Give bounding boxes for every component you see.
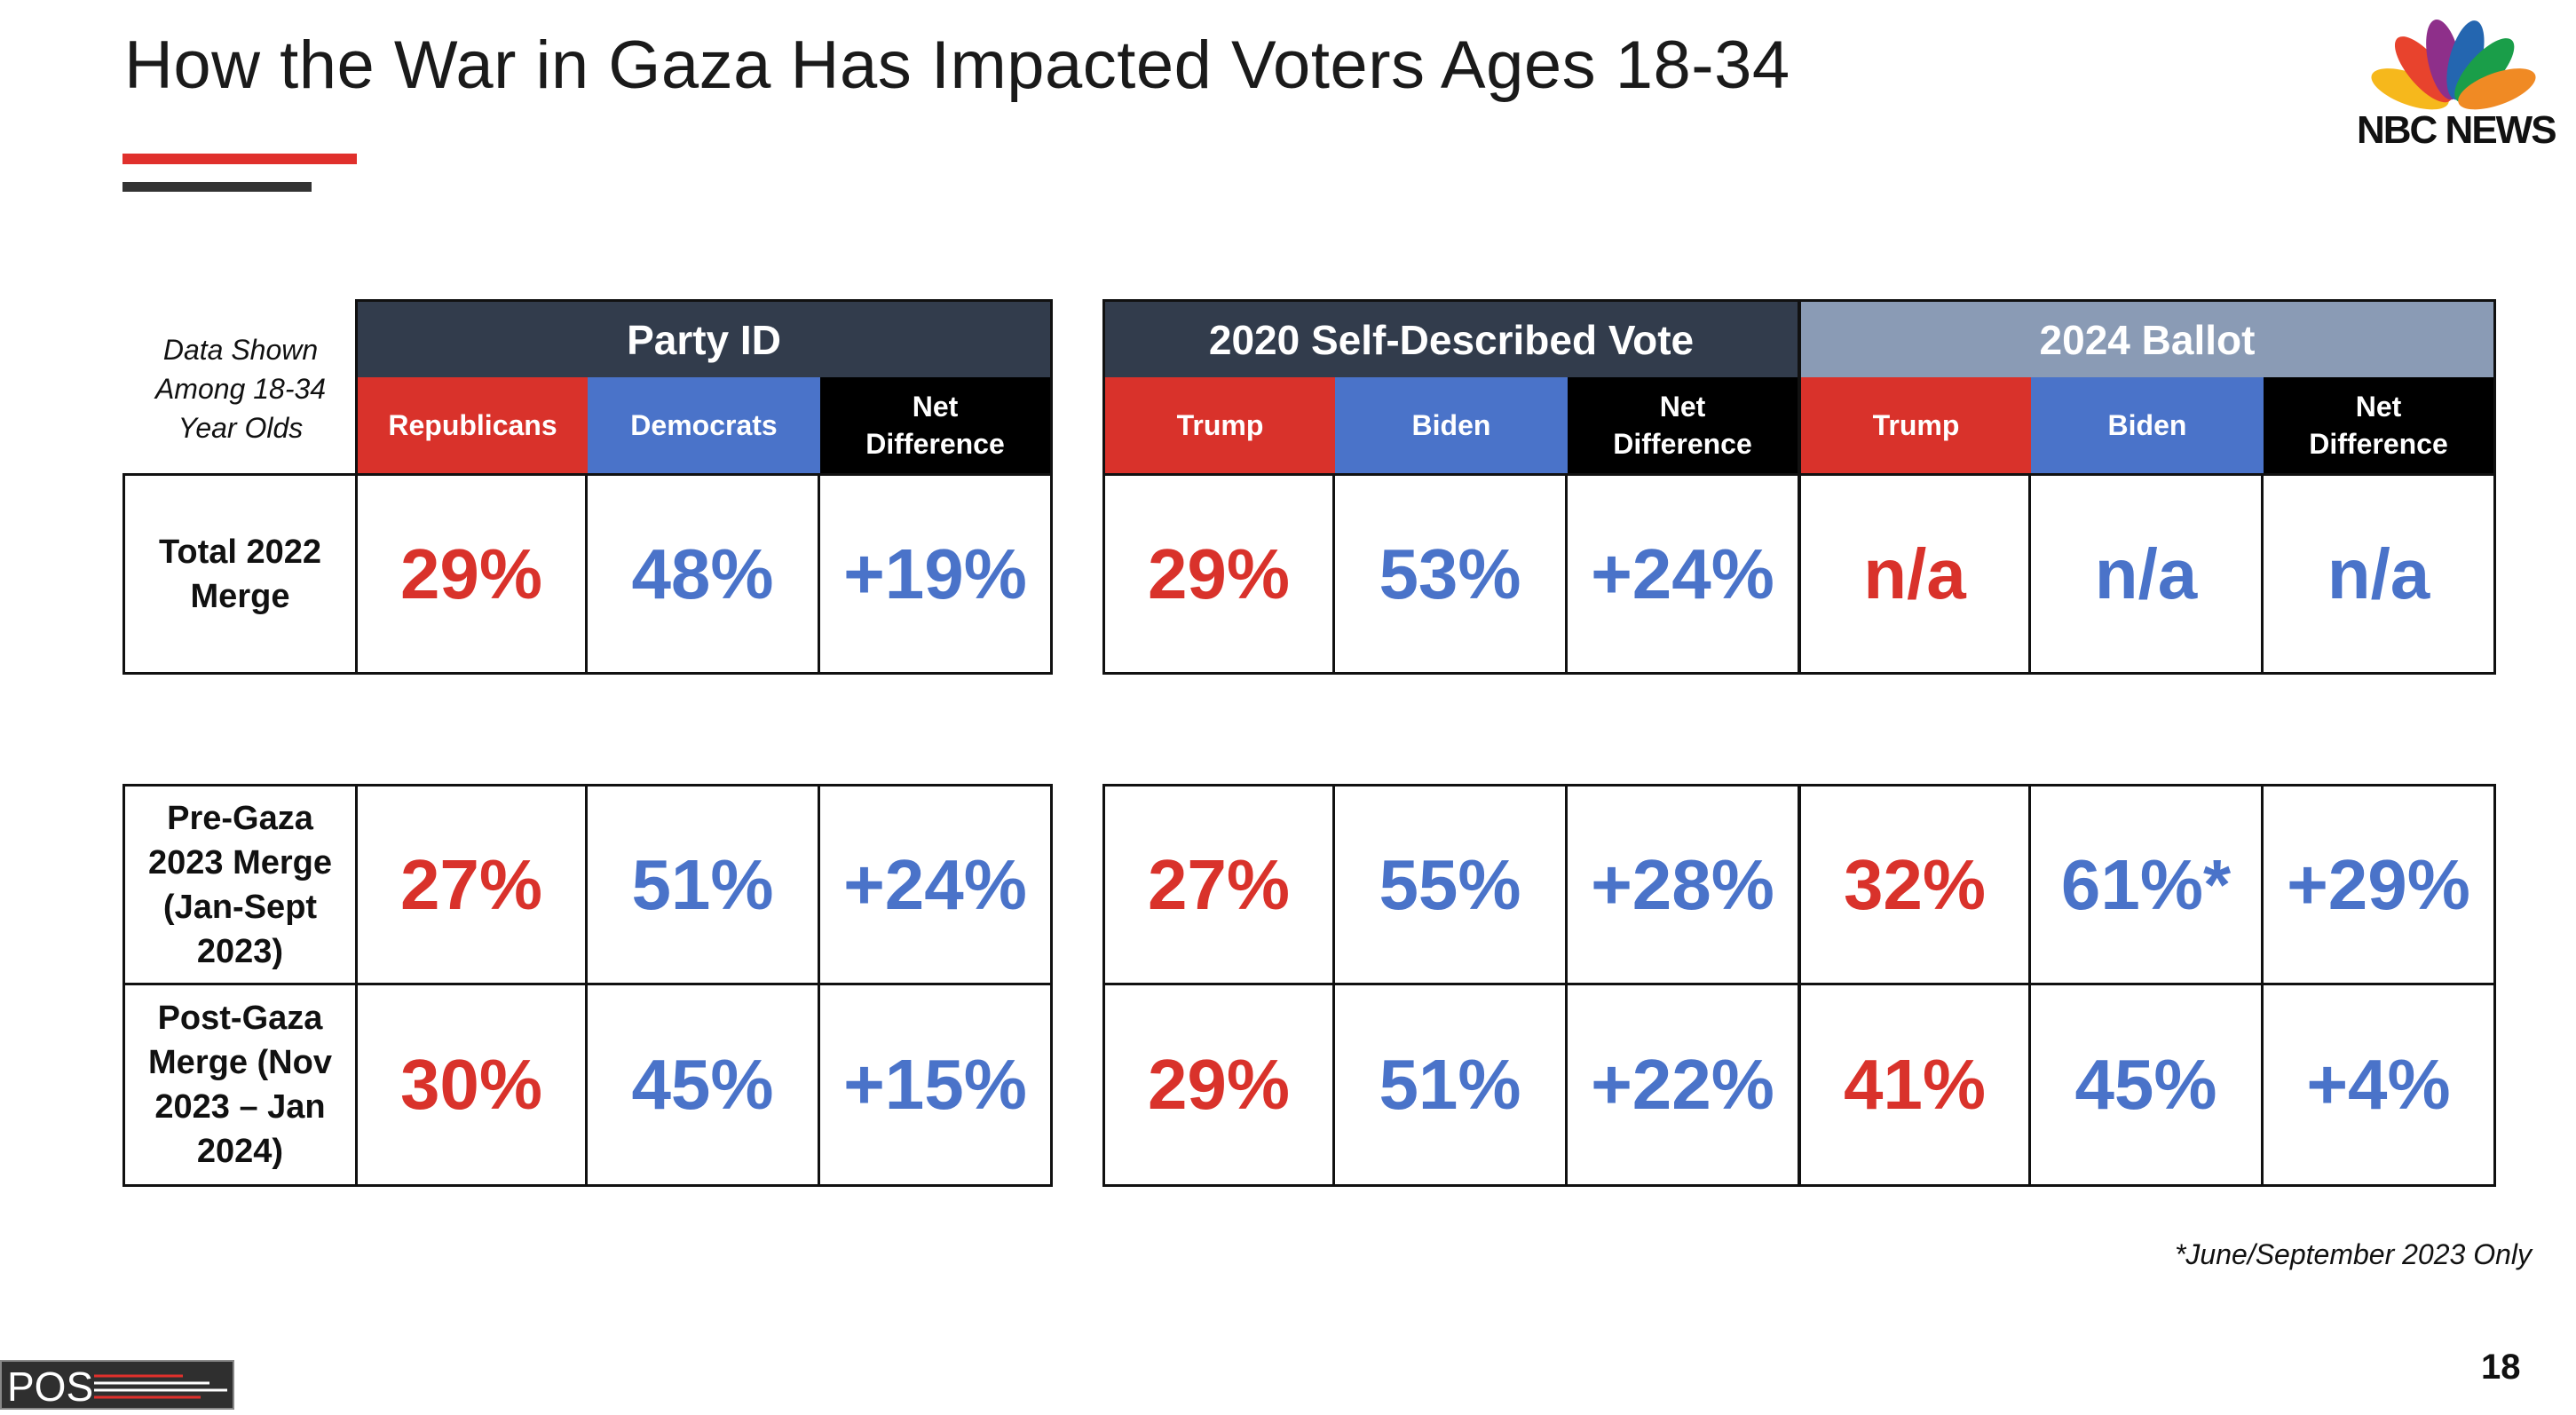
page-title: How the War in Gaza Has Impacted Voters … xyxy=(124,28,1790,103)
group-header: 2024 Ballot xyxy=(1798,299,2496,377)
value-cell: +29% xyxy=(2261,784,2496,985)
value-cell: 48% xyxy=(585,473,820,675)
value-cell: 41% xyxy=(1798,983,2031,1187)
page-number: 18 xyxy=(2481,1348,2521,1387)
value-cell: 32% xyxy=(1798,784,2031,985)
pos-logo: POS xyxy=(0,1360,234,1410)
value-cell: +28% xyxy=(1565,784,1800,985)
value-cell: +24% xyxy=(1565,473,1800,675)
row-label: Pre-Gaza 2023 Merge (Jan-Sept 2023) xyxy=(122,784,355,985)
value-cell: 61%* xyxy=(2028,784,2264,985)
column-header: Democrats xyxy=(588,377,820,473)
group-header: Party ID xyxy=(355,299,1053,377)
pos-logo-text: POS xyxy=(7,1364,94,1410)
column-header: Biden xyxy=(2031,377,2264,473)
value-cell: +24% xyxy=(818,784,1053,985)
column-header: Biden xyxy=(1335,377,1568,473)
value-cell: +19% xyxy=(818,473,1053,675)
nbc-news-wordmark: NBC NEWS xyxy=(2357,108,2557,152)
value-cell: n/a xyxy=(1798,473,2031,675)
column-header: Republicans xyxy=(355,377,588,473)
value-cell: 29% xyxy=(1102,983,1335,1187)
value-cell: 51% xyxy=(1332,983,1568,1187)
data-note: Data Shown Among 18-34 Year Olds xyxy=(154,334,327,444)
title-rule-red xyxy=(122,154,357,164)
value-cell: 29% xyxy=(355,473,588,675)
column-header: Net Difference xyxy=(820,377,1053,473)
title-rule-dark xyxy=(122,182,312,192)
row-label: Post-Gaza Merge (Nov 2023 – Jan 2024) xyxy=(122,983,355,1187)
column-header: Net Difference xyxy=(1568,377,1800,473)
pos-lines-icon xyxy=(94,1374,227,1399)
value-cell: 51% xyxy=(585,784,820,985)
value-cell: +22% xyxy=(1565,983,1800,1187)
value-cell: +15% xyxy=(818,983,1053,1187)
value-cell: 45% xyxy=(585,983,820,1187)
value-cell: 45% xyxy=(2028,983,2264,1187)
value-cell: 27% xyxy=(355,784,588,985)
value-cell: n/a xyxy=(2261,473,2496,675)
value-cell: 53% xyxy=(1332,473,1568,675)
value-cell: +4% xyxy=(2261,983,2496,1187)
nbc-peacock-icon xyxy=(2371,19,2536,110)
column-header: Trump xyxy=(1102,377,1335,473)
value-cell: 30% xyxy=(355,983,588,1187)
row-label: Total 2022 Merge xyxy=(122,473,355,675)
group-header: 2020 Self-Described Vote xyxy=(1102,299,1800,377)
column-header: Trump xyxy=(1798,377,2031,473)
footnote: *June/September 2023 Only xyxy=(2174,1238,2532,1270)
value-cell: n/a xyxy=(2028,473,2264,675)
value-cell: 27% xyxy=(1102,784,1335,985)
value-cell: 55% xyxy=(1332,784,1568,985)
value-cell: 29% xyxy=(1102,473,1335,675)
column-header: Net Difference xyxy=(2264,377,2496,473)
